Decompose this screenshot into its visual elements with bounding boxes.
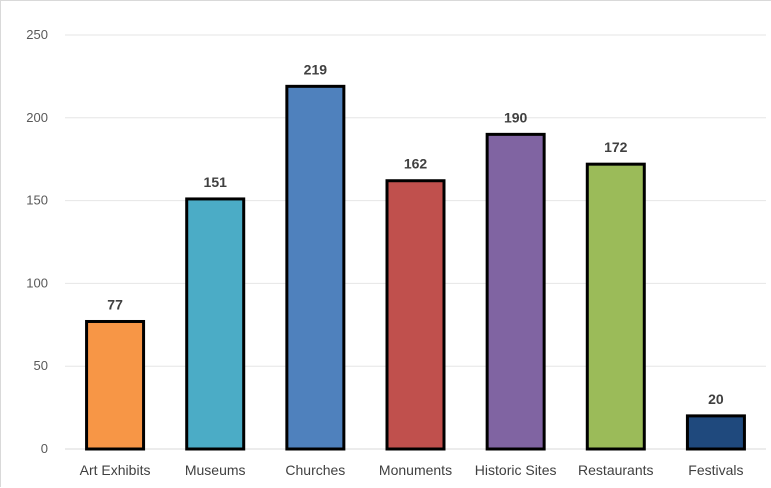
y-axis-tick-labels: 0 50 100 150 200 250 [26,27,48,456]
bar [185,197,246,451]
data-label: 219 [304,61,328,77]
y-tick-label: 0 [41,441,48,456]
category-label: Festivals [688,462,743,478]
bar [585,162,646,451]
y-tick-label: 100 [26,275,48,290]
y-tick-label: 50 [34,358,48,373]
y-tick-label: 200 [26,110,48,125]
category-label: Art Exhibits [80,462,151,478]
data-label: 77 [107,296,123,312]
data-label: 190 [504,109,528,125]
y-tick-label: 250 [26,27,48,42]
category-label: Monuments [379,462,452,478]
bar [685,414,746,451]
bar [385,179,446,451]
data-label: 162 [404,156,428,172]
category-label: Churches [285,462,345,478]
category-label: Historic Sites [475,462,557,478]
y-tick-label: 150 [26,193,48,208]
data-label: 151 [204,174,228,190]
category-label: Restaurants [578,462,653,478]
x-axis-category-labels: Art Exhibits Museums Churches Monuments Hist… [80,462,744,478]
data-label: 20 [708,391,724,407]
bar [285,84,346,451]
data-labels: 77 151 219 162 190 172 20 [107,61,724,407]
data-label: 172 [604,139,628,155]
category-label: Museums [185,462,246,478]
bar [485,132,546,451]
bar [85,319,146,451]
bars [85,84,746,451]
